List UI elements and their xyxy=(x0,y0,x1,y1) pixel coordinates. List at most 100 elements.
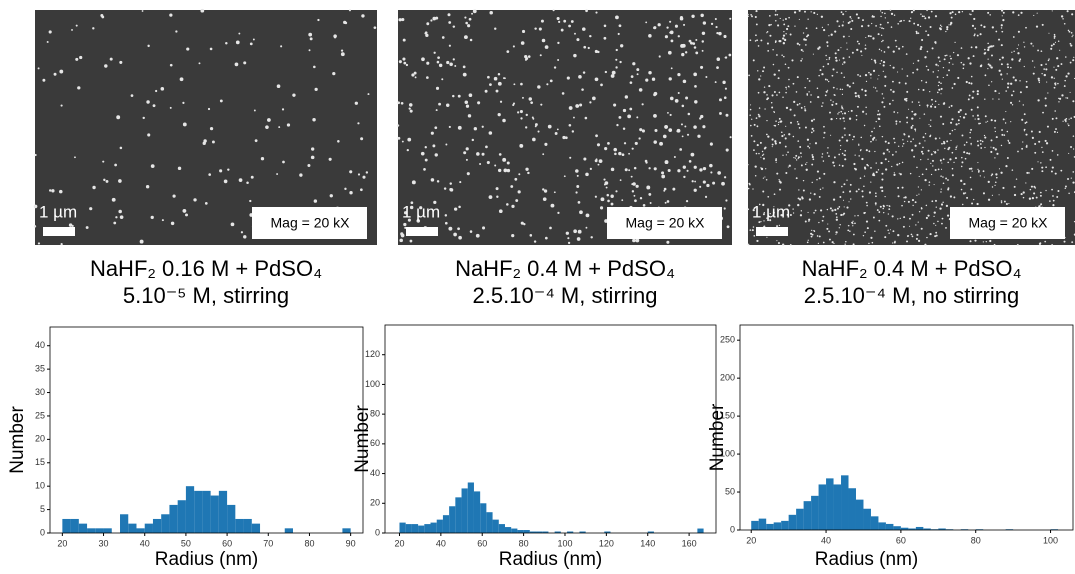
particle xyxy=(560,28,564,32)
particle xyxy=(938,103,940,106)
particle xyxy=(615,66,618,69)
bar xyxy=(177,500,186,533)
particle xyxy=(37,242,41,245)
particle xyxy=(798,9,801,12)
particle xyxy=(749,114,751,117)
particle xyxy=(902,142,905,145)
particle xyxy=(755,10,758,13)
particle xyxy=(777,242,780,245)
particle xyxy=(821,153,824,155)
particle xyxy=(848,85,851,88)
particle xyxy=(1040,203,1043,206)
particle xyxy=(863,211,866,215)
particle xyxy=(963,144,966,146)
x-tick-label: 160 xyxy=(682,538,697,548)
particle xyxy=(978,122,981,125)
particle xyxy=(835,212,838,215)
particle xyxy=(193,198,197,202)
particle xyxy=(822,241,825,244)
particle xyxy=(897,186,900,189)
particle xyxy=(686,133,690,136)
particle xyxy=(797,197,800,200)
particle xyxy=(841,93,844,95)
particle xyxy=(433,200,437,205)
particle xyxy=(852,139,854,141)
particle xyxy=(1054,83,1057,86)
particle xyxy=(313,199,318,203)
particle xyxy=(810,94,812,96)
particle xyxy=(970,82,973,85)
particle xyxy=(920,207,923,210)
particle xyxy=(722,80,726,85)
particle xyxy=(944,147,946,150)
particle xyxy=(896,163,899,166)
particle xyxy=(770,23,772,26)
particle xyxy=(1046,81,1048,83)
particle xyxy=(807,145,809,148)
particle xyxy=(234,62,239,67)
particle xyxy=(520,41,525,45)
particle xyxy=(795,91,798,93)
particle xyxy=(573,229,577,234)
particle xyxy=(826,208,829,211)
particle xyxy=(693,46,697,49)
particle xyxy=(397,101,400,105)
particle xyxy=(945,177,948,180)
particle xyxy=(887,21,889,24)
particle xyxy=(760,156,762,158)
particle xyxy=(769,212,771,215)
particle xyxy=(667,111,669,114)
particle xyxy=(639,128,643,132)
particle xyxy=(930,119,932,121)
particle xyxy=(819,188,822,191)
particle xyxy=(1039,194,1042,197)
particle xyxy=(794,25,796,27)
bar xyxy=(893,526,901,530)
x-axis-label: Radius (nm) xyxy=(155,549,258,570)
particle xyxy=(198,62,201,65)
particle xyxy=(914,128,917,131)
particle xyxy=(1055,128,1057,130)
bar xyxy=(243,518,252,533)
particle xyxy=(861,190,864,193)
particle xyxy=(1019,91,1022,94)
particle xyxy=(161,219,164,222)
particle xyxy=(783,134,786,136)
particle xyxy=(407,137,412,142)
particle xyxy=(920,150,924,153)
particle xyxy=(701,31,706,36)
particle xyxy=(976,93,979,96)
particle xyxy=(855,118,858,121)
particle xyxy=(920,189,922,191)
particle xyxy=(959,109,962,112)
particle xyxy=(777,77,780,80)
particle xyxy=(977,171,980,173)
particle xyxy=(668,77,672,81)
particle xyxy=(705,76,708,79)
particle xyxy=(974,239,977,242)
particle xyxy=(879,23,882,26)
particle xyxy=(882,207,885,210)
particle xyxy=(240,231,244,234)
particle xyxy=(801,196,804,199)
particle xyxy=(826,58,828,61)
particle xyxy=(817,242,819,244)
particle xyxy=(871,22,873,25)
particle xyxy=(482,226,486,230)
particle xyxy=(948,69,950,72)
particle xyxy=(702,180,706,184)
particle xyxy=(879,205,882,208)
particle xyxy=(1065,56,1067,58)
particle xyxy=(819,69,822,72)
particle xyxy=(1006,73,1008,75)
particle xyxy=(836,20,839,23)
particle xyxy=(709,142,713,146)
particle xyxy=(980,147,983,149)
particle xyxy=(1017,14,1020,16)
particle xyxy=(1025,133,1028,136)
particle xyxy=(1051,117,1054,120)
particle xyxy=(917,32,920,34)
particle xyxy=(749,104,752,106)
particle xyxy=(706,183,710,188)
particle xyxy=(934,100,937,103)
